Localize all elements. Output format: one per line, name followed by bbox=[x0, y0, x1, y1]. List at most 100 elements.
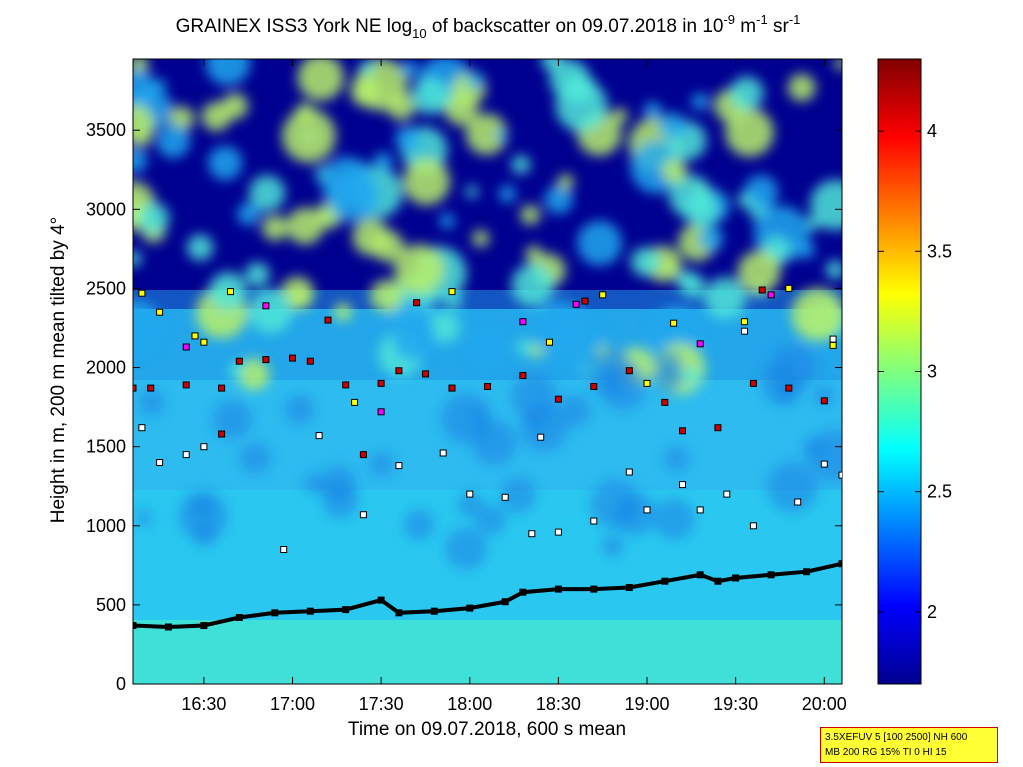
x-tick-label: 20:00 bbox=[802, 694, 847, 714]
heat-blob bbox=[205, 59, 251, 86]
x-axis-title: Time on 09.07.2018, 600 s mean bbox=[348, 719, 626, 740]
data-point bbox=[359, 451, 367, 459]
data-point bbox=[156, 308, 164, 316]
heat-blob bbox=[511, 373, 558, 420]
heat-blob bbox=[495, 129, 508, 142]
heat-blob bbox=[808, 430, 842, 482]
data-point bbox=[156, 459, 164, 466]
data-point bbox=[218, 384, 226, 392]
data-point bbox=[696, 506, 704, 514]
heat-blob bbox=[447, 293, 462, 309]
data-point bbox=[182, 381, 190, 389]
data-point bbox=[581, 297, 589, 305]
heat-blob bbox=[586, 348, 635, 396]
colorbar-tick-label: 3 bbox=[927, 362, 937, 382]
heat-blob bbox=[806, 216, 821, 231]
data-point bbox=[572, 300, 580, 308]
y-tick-label: 1500 bbox=[86, 437, 126, 457]
y-tick-label: 1000 bbox=[86, 516, 126, 536]
data-point bbox=[732, 574, 740, 582]
data-point bbox=[377, 379, 385, 387]
colorbar-tick-label: 2.5 bbox=[927, 482, 952, 502]
markers-layer bbox=[133, 284, 842, 631]
heat-blob bbox=[360, 60, 375, 76]
heat-blob bbox=[500, 477, 537, 514]
heat-blob bbox=[135, 509, 153, 527]
y-axis: 0 500 1000 1500 2000 2500 3000 3500 bbox=[86, 120, 842, 694]
heat-blob bbox=[834, 59, 842, 70]
heat-blob bbox=[691, 93, 709, 111]
data-point bbox=[519, 372, 527, 379]
heat-blob bbox=[403, 509, 435, 541]
heat-blob bbox=[704, 277, 747, 320]
y-tick-label: 2000 bbox=[86, 358, 126, 378]
heat-blob bbox=[577, 220, 623, 266]
data-point bbox=[590, 585, 598, 593]
x-tick-label: 18:00 bbox=[447, 694, 492, 714]
data-point bbox=[342, 606, 350, 614]
data-point bbox=[262, 356, 270, 364]
heat-blob bbox=[201, 101, 232, 132]
data-point bbox=[528, 530, 536, 538]
colorbar-ticks: 2 2.5 3 3.5 4 bbox=[878, 121, 952, 622]
data-point bbox=[838, 471, 842, 479]
heat-blob bbox=[238, 358, 270, 391]
heat-blob bbox=[439, 213, 455, 229]
data-point bbox=[164, 623, 172, 631]
heat-blob bbox=[284, 394, 314, 424]
heat-blob bbox=[370, 279, 403, 312]
heat-blob bbox=[813, 385, 835, 406]
data-point bbox=[235, 614, 243, 621]
colorbar bbox=[877, 58, 922, 685]
data-point bbox=[546, 338, 553, 346]
data-point bbox=[829, 341, 837, 349]
heat-blob bbox=[653, 498, 695, 540]
heat-blob bbox=[630, 247, 660, 277]
heatmap-area bbox=[133, 59, 842, 684]
y-tick-label: 500 bbox=[96, 595, 126, 615]
x-tick-label: 19:00 bbox=[625, 694, 670, 714]
heat-blob bbox=[178, 491, 228, 541]
heat-blob bbox=[138, 389, 165, 416]
data-point bbox=[466, 490, 474, 498]
heat-blob bbox=[327, 170, 380, 223]
data-point bbox=[661, 577, 669, 585]
heat-blob bbox=[392, 316, 437, 361]
heat-blob bbox=[208, 146, 243, 181]
data-point bbox=[501, 493, 509, 501]
data-point bbox=[315, 432, 323, 440]
heat-blob bbox=[249, 175, 286, 212]
heat-blob bbox=[133, 104, 155, 144]
plot-frame bbox=[132, 58, 843, 685]
heat-blob bbox=[192, 522, 217, 547]
data-point bbox=[599, 291, 607, 299]
data-point bbox=[554, 395, 562, 403]
heat-blob bbox=[643, 101, 662, 120]
heat-blob bbox=[557, 174, 574, 190]
data-point bbox=[484, 383, 491, 390]
heat-blob bbox=[304, 473, 326, 495]
data-point bbox=[643, 379, 651, 387]
x-tick-label: 16:30 bbox=[181, 694, 226, 714]
data-point bbox=[785, 384, 793, 392]
colorbar-tick-label: 2 bbox=[927, 602, 937, 622]
data-point bbox=[696, 340, 704, 348]
data-point bbox=[758, 286, 766, 294]
heat-blob bbox=[658, 112, 686, 140]
heat-blob bbox=[400, 60, 419, 78]
heat-blob bbox=[698, 226, 724, 252]
heat-blob bbox=[498, 185, 516, 203]
data-point bbox=[625, 367, 633, 375]
heat-blob bbox=[683, 192, 720, 228]
heat-blob bbox=[533, 300, 588, 355]
x-tick-label: 18:30 bbox=[536, 694, 581, 714]
data-point bbox=[377, 408, 385, 416]
heat-blob bbox=[369, 452, 394, 477]
data-point bbox=[554, 528, 562, 536]
heat-blob bbox=[810, 179, 842, 231]
chart-title: GRAINEX ISS3 York NE log10 of backscatte… bbox=[176, 12, 801, 41]
data-point bbox=[723, 490, 731, 498]
data-point bbox=[289, 354, 296, 362]
heat-blob bbox=[511, 155, 531, 175]
data-point bbox=[679, 481, 686, 489]
